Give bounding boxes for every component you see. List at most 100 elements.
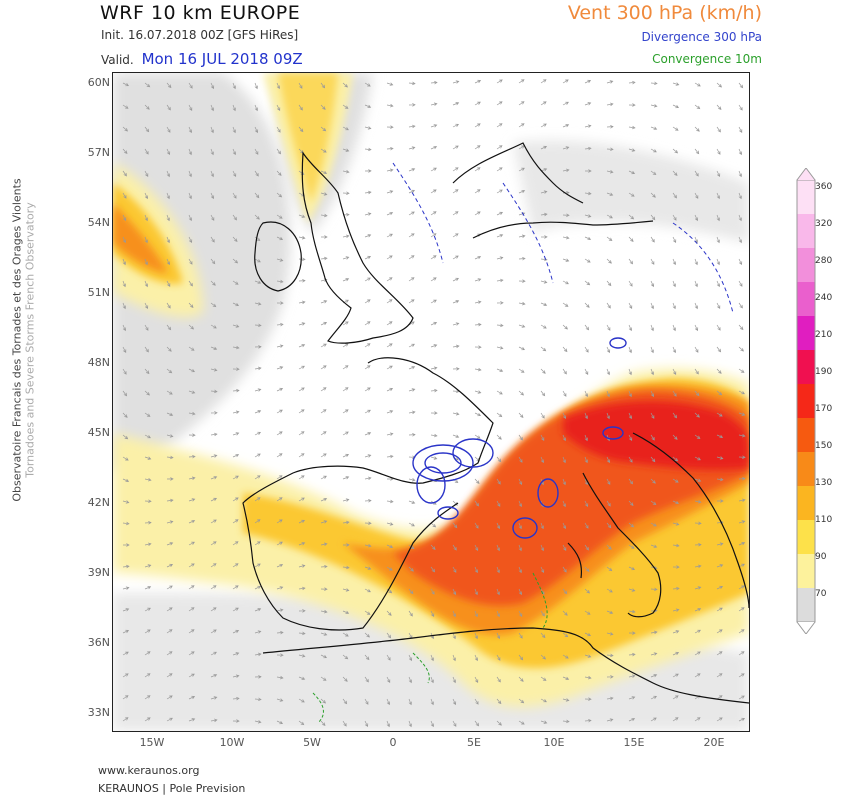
wind-arrow [188,498,196,502]
wind-arrow [188,629,195,634]
wind-arrow [254,148,259,155]
wind-arrow [276,126,281,133]
colorbar-label: 70 [815,589,827,599]
wind-arrow [408,522,415,527]
wind-arrow [606,544,612,550]
wind-arrow [320,542,328,546]
wind-arrow [496,278,504,283]
wind-arrow [430,433,438,438]
wind-arrow [584,522,589,529]
wind-arrow [430,388,438,393]
wind-arrow [342,169,350,174]
wind-arrow [452,277,460,282]
wind-arrow [430,610,435,617]
wind-arrow [408,146,416,150]
wind-arrow [694,608,702,612]
wind-arrow [298,453,305,458]
wind-arrow [276,214,283,219]
wind-arrow [342,476,350,480]
wind-arrow [540,302,548,306]
wind-arrow [672,280,676,288]
wind-arrow [430,102,438,106]
wind-arrow [584,368,589,375]
wind-arrow [342,698,348,705]
wind-arrow [320,475,327,480]
colorbar-swatch [797,180,815,215]
wind-arrow [320,676,327,681]
wind-arrow [716,104,722,111]
wind-arrow [386,103,394,108]
divergence-cell [537,478,559,508]
wind-arrow [672,717,679,722]
wind-arrow [298,698,305,703]
wind-arrow [430,698,434,706]
wind-arrow [738,455,746,459]
wind-arrow [386,277,393,282]
wind-arrow [584,146,592,151]
wind-arrow [276,653,284,657]
wind-arrow [584,236,592,241]
wind-arrow [628,324,633,332]
wind-arrow [474,566,479,574]
wind-arrow [430,80,438,85]
wind-arrow [518,456,523,463]
wind-arrow [364,126,372,130]
wind-arrow [694,346,699,353]
wind-arrow [430,277,437,282]
wind-arrow [232,497,239,502]
colorbar-label: 210 [815,330,833,340]
wind-arrow [430,321,438,326]
wind-arrow [232,652,240,656]
wind-arrow [408,566,414,572]
wind-arrow [298,631,306,636]
wind-arrow [298,542,306,546]
wind-arrow [562,324,568,330]
wind-arrow [430,676,434,684]
wind-arrow [320,365,327,370]
wind-arrow [408,343,415,348]
wind-arrow [188,82,193,89]
colorbar-swatch [797,588,815,623]
wind-arrow [518,698,525,704]
wind-arrow [342,610,350,614]
wind-arrow [408,255,415,260]
wind-arrow [540,566,545,574]
wind-arrow [562,302,569,307]
wind-vector-field [122,79,746,728]
wind-arrow [606,125,614,129]
wind-arrow [496,522,501,530]
wind-arrow [606,718,614,722]
wind-arrow [320,520,328,524]
wind-arrow [254,497,261,502]
wind-arrow [254,170,259,177]
wind-arrow [166,629,173,634]
wind-arrow [562,258,570,262]
wind-arrow [232,629,240,634]
wind-arrow [408,103,416,107]
wind-arrow [606,236,613,241]
wind-arrow [408,433,416,437]
wind-arrow [298,409,305,414]
wind-arrow [628,170,636,175]
wind-arrow [518,279,526,283]
footer-brand: KERAUNOS | Pole Prevision [98,782,246,795]
wind-arrow [144,258,148,266]
wind-arrow [694,192,699,199]
wind-arrow [166,126,171,133]
wind-arrow [540,346,547,352]
wind-arrow [540,544,544,552]
wind-arrow [716,82,723,88]
wind-arrow [628,412,633,420]
wind-arrow [650,412,655,419]
colorbar-label: 280 [815,256,833,266]
wind-arrow [562,390,567,397]
wind-arrow [144,324,149,331]
wind-arrow [716,673,723,678]
wind-arrow [210,170,214,178]
wind-arrow [584,169,592,173]
wind-arrow [738,148,743,156]
wind-arrow [452,189,459,194]
wind-arrow [562,500,566,508]
wind-arrow [342,343,349,348]
colorbar-label: 90 [815,552,827,562]
